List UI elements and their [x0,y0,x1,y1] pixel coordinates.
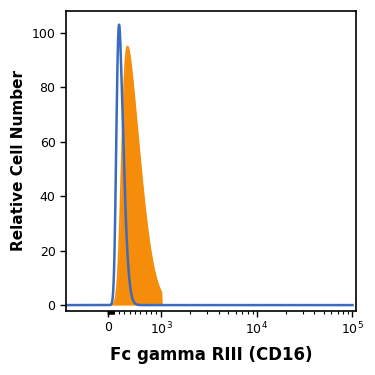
X-axis label: Fc gamma RIII (CD16): Fc gamma RIII (CD16) [110,346,312,364]
Y-axis label: Relative Cell Number: Relative Cell Number [11,70,26,251]
